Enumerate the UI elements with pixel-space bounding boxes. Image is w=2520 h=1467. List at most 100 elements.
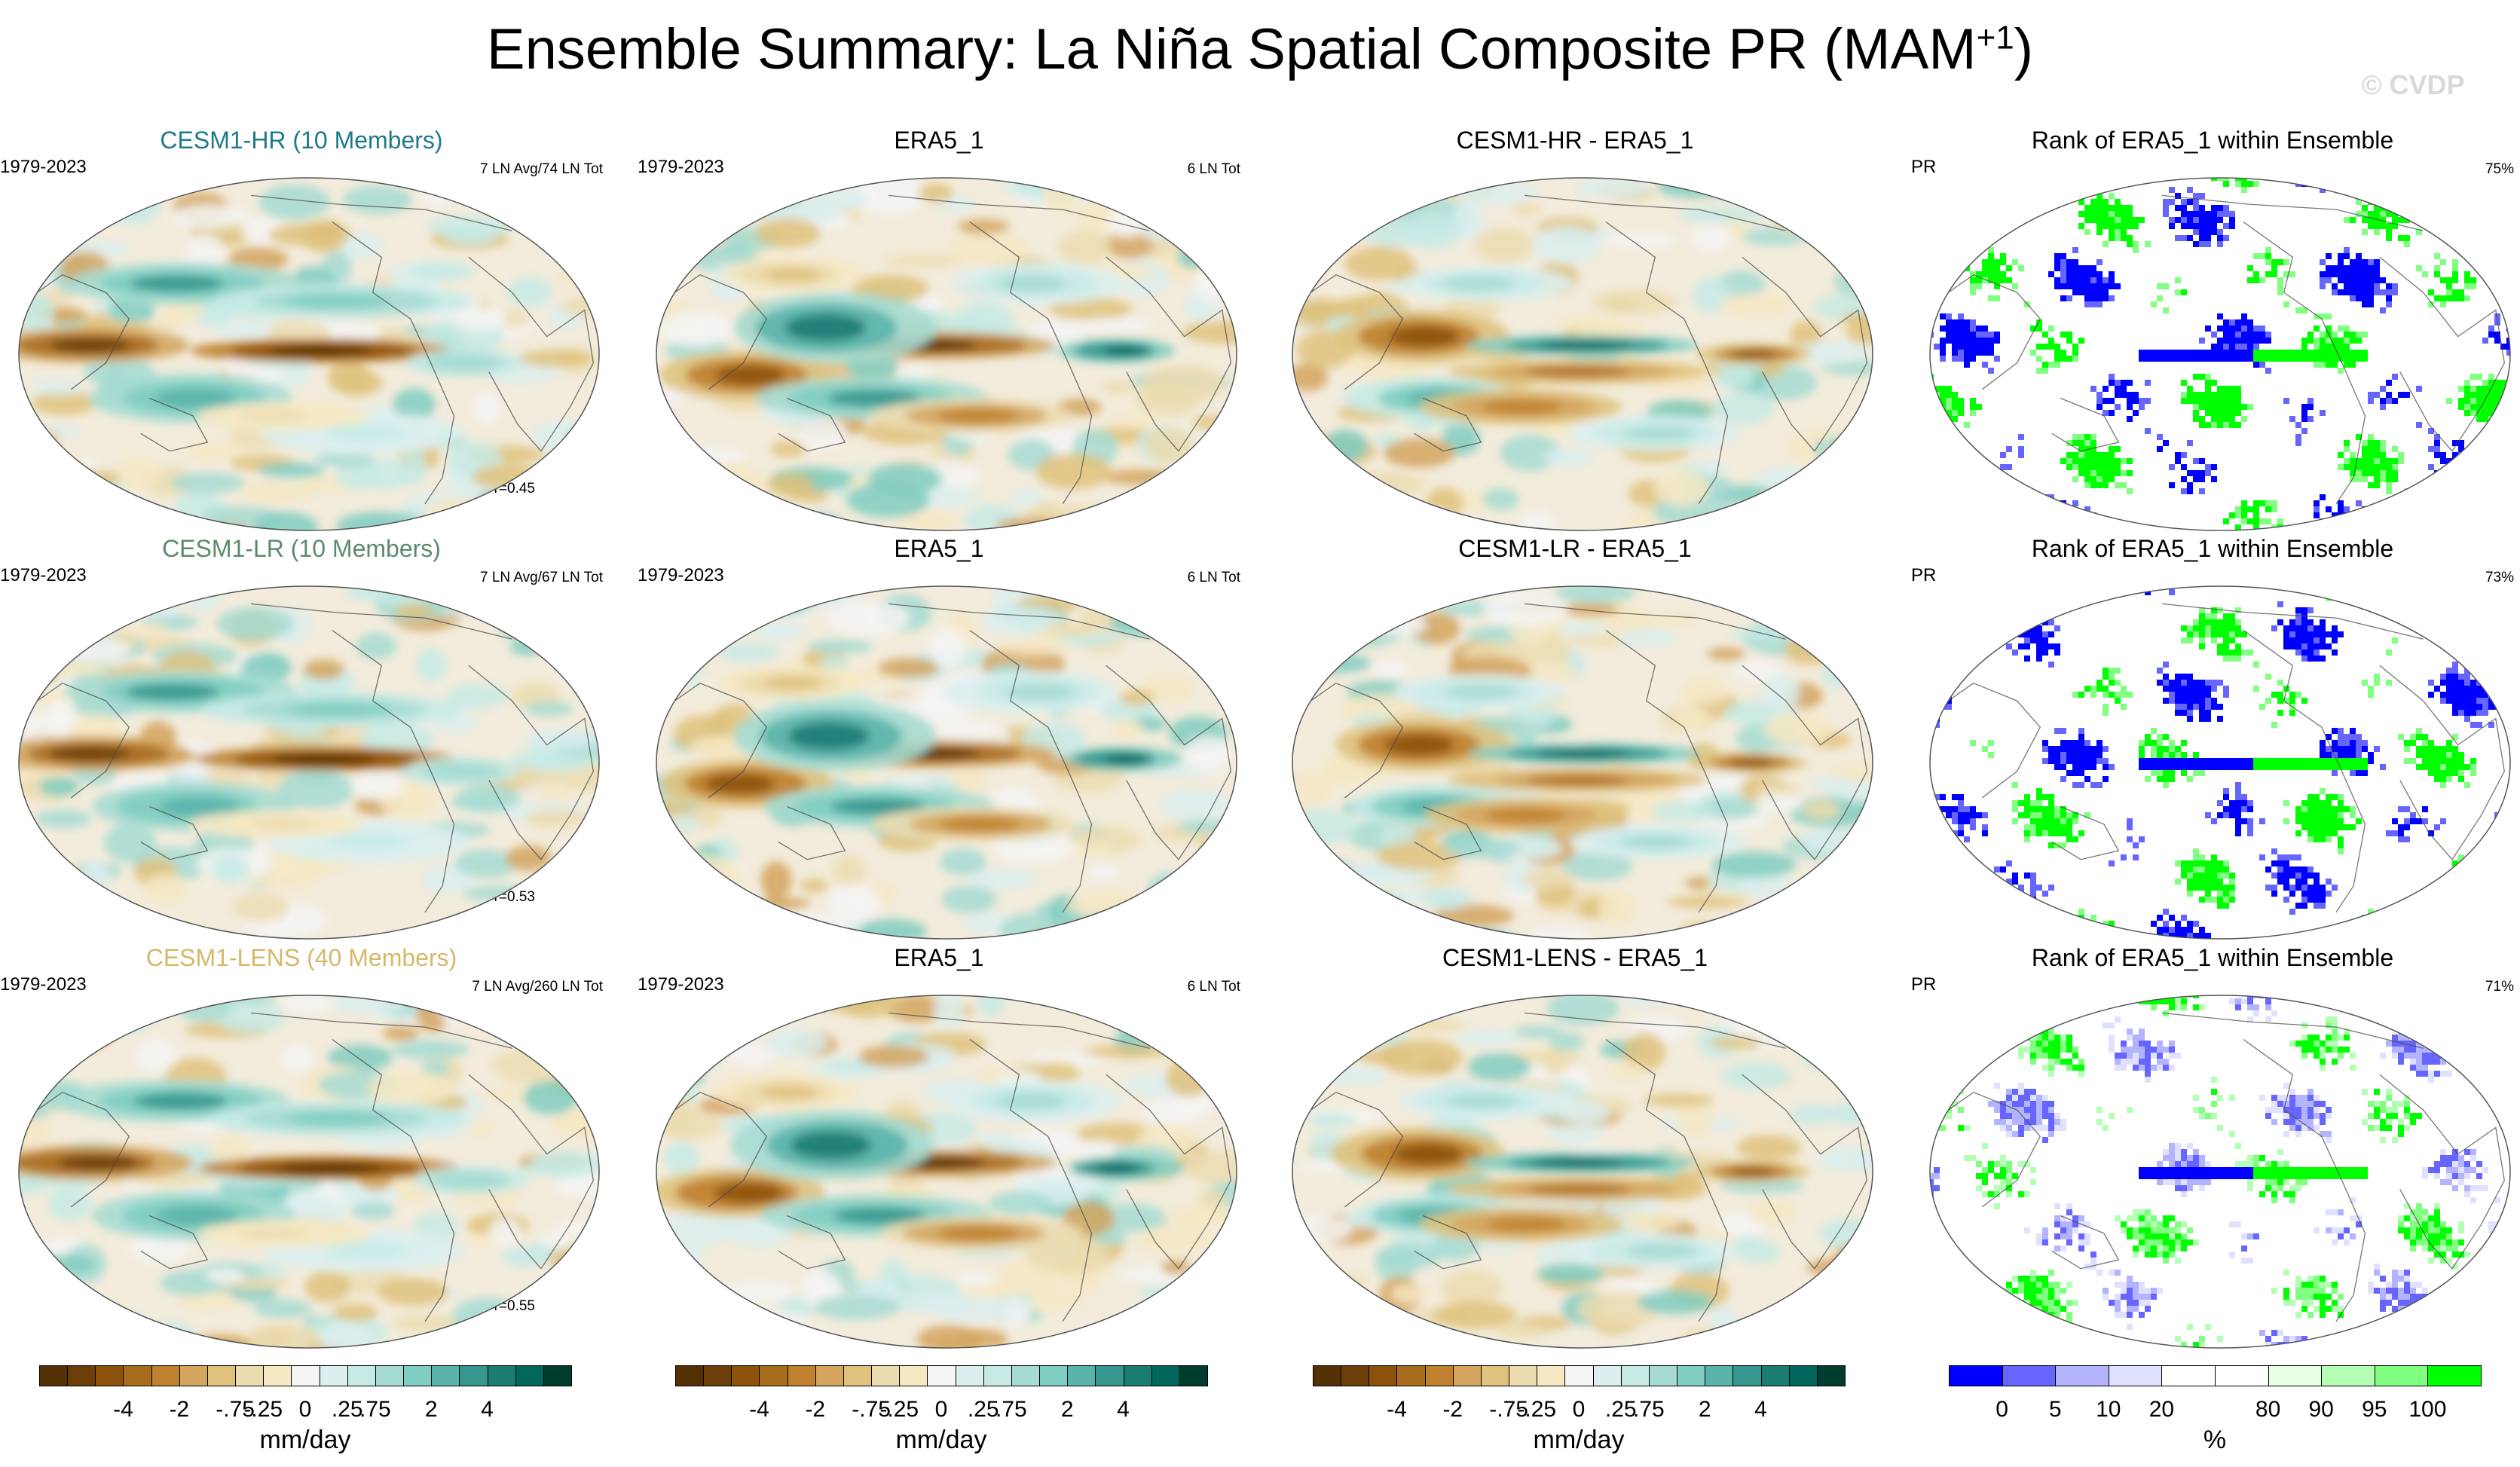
diff-panel-row-3: CESM1-LENS - ERA5_1: [1274, 944, 1876, 1351]
precip-anomaly-map: [18, 177, 600, 531]
precip-anomaly-map: [656, 177, 1237, 531]
colorbar-tick-label: 0: [934, 1397, 948, 1422]
colorbar-swatch: [347, 1365, 376, 1386]
colorbar-swatch: [123, 1365, 152, 1386]
colorbar-tick-label: -4: [749, 1397, 769, 1422]
anomaly-colorbar: -4 -2 -.75 -.25 0 .25.75 2 4 mm/day: [1313, 1365, 1846, 1463]
period-label: 1979-2023: [638, 974, 724, 995]
colorbar-swatch: [1648, 1365, 1678, 1386]
colorbar-swatch: [263, 1365, 292, 1386]
colorbar-swatch: [955, 1365, 984, 1386]
colorbar-tick-label: 5: [2048, 1397, 2062, 1422]
colorbar-swatch: [2427, 1365, 2482, 1386]
colorbar-swatch: [843, 1365, 873, 1386]
model-panel-row-1: CESM1-HR (10 Members) 1979-2023 7 LN Avg/7…: [0, 127, 603, 533]
colorbar-tick-label: 2: [1060, 1397, 1074, 1422]
colorbar-tick-label: .25: [967, 1397, 999, 1422]
model-panel-row-3: CESM1-LENS (40 Members) 1979-2023 7 LN Avg…: [0, 944, 603, 1351]
colorbar-swatch: [543, 1365, 572, 1386]
colorbar-swatch: [2055, 1365, 2109, 1386]
event-count-label: 7 LN Avg/260 LN Tot: [472, 979, 603, 995]
colorbar-swatch: [703, 1365, 732, 1386]
colorbar-swatch: [1564, 1365, 1594, 1386]
diff-panel-title: CESM1-LR - ERA5_1: [1458, 535, 1692, 562]
colorbar-swatch: [1705, 1365, 1734, 1386]
colorbar-swatch: [2002, 1365, 2057, 1386]
colorbar-swatch: [983, 1365, 1012, 1386]
colorbar-unit-label: mm/day: [895, 1426, 987, 1454]
figure-title: Ensemble Summary: La Niña Spatial Compos…: [486, 17, 2034, 81]
colorbar-swatch: [1592, 1365, 1622, 1386]
colorbar-tick-label: 0: [1572, 1397, 1586, 1422]
rank-map: [1929, 177, 2511, 531]
precip-anomaly-map: [18, 995, 600, 1349]
colorbar-tick-label: -4: [113, 1397, 133, 1422]
colorbar-swatch: [1424, 1365, 1454, 1386]
colorbar-swatch: [815, 1365, 844, 1386]
colorbar-unit-label: %: [2203, 1426, 2227, 1454]
colorbar-swatch: [899, 1365, 928, 1386]
variable-label: PR: [1911, 565, 1937, 585]
precip-anomaly-map: [1292, 177, 1873, 531]
colorbar-tick-label: 4: [1754, 1397, 1767, 1422]
rank-map: [1929, 995, 2511, 1349]
colorbar-swatch: [515, 1365, 544, 1386]
model-panel-title: CESM1-LR (10 Members): [162, 535, 441, 562]
colorbar-swatch: [459, 1365, 488, 1386]
colorbar-tick-label: -2: [1442, 1397, 1463, 1422]
colorbar-swatch: [1677, 1365, 1706, 1386]
colorbar-tick-label: -.75: [1489, 1397, 1528, 1422]
colorbar-tick-label: .75: [1633, 1397, 1665, 1422]
colorbar-swatch: [1067, 1365, 1096, 1386]
diff-panel-row-1: CESM1-HR - ERA5_1: [1274, 127, 1876, 533]
colorbar-tick-label: 2: [1698, 1397, 1711, 1422]
obs-panel-title: ERA5_1: [894, 535, 984, 562]
colorbar-swatch: [1537, 1365, 1566, 1386]
colorbar-swatch: [1123, 1365, 1152, 1386]
precip-anomaly-map: [1292, 995, 1873, 1349]
event-count-label: 7 LN Avg/67 LN Tot: [479, 570, 603, 585]
model-panel-title: CESM1-LENS (40 Members): [145, 944, 457, 971]
colorbar-tick-label: -2: [805, 1397, 826, 1422]
colorbar-swatch: [1396, 1365, 1426, 1386]
colorbar-tick-label: 2: [424, 1397, 438, 1422]
colorbar-unit-label: mm/day: [259, 1426, 351, 1454]
colorbar-swatch: [67, 1365, 96, 1386]
event-count-label: 6 LN Tot: [1187, 570, 1240, 585]
colorbar-swatch: [151, 1365, 180, 1386]
precip-anomaly-map: [656, 995, 1237, 1349]
colorbar-swatch: [431, 1365, 460, 1386]
colorbar-swatch: [2215, 1365, 2269, 1386]
diff-panel-title: CESM1-HR - ERA5_1: [1456, 127, 1694, 154]
colorbar-swatch: [1151, 1365, 1180, 1386]
colorbar-swatch: [319, 1365, 348, 1386]
rank-panel-row-1: Rank of ERA5_1 within Ensemble PR 75%: [1911, 127, 2514, 533]
colorbar-swatch: [179, 1365, 208, 1386]
event-count-label: 6 LN Tot: [1187, 161, 1240, 177]
colorbar-tick-label: -.25: [1517, 1397, 1557, 1422]
colorbar-swatch: [675, 1365, 705, 1386]
rank-map: [1929, 585, 2511, 940]
colorbar-swatch: [1788, 1365, 1818, 1386]
precip-anomaly-map: [656, 585, 1237, 940]
event-count-label: 6 LN Tot: [1187, 979, 1240, 995]
rank-percent-label: 75%: [2485, 161, 2514, 177]
colorbar-swatch: [759, 1365, 788, 1386]
colorbar-swatch: [1313, 1365, 1342, 1386]
colorbar-tick-label: 80: [2255, 1397, 2281, 1422]
rank-colorbar: 0 5 10 20 80 90 95 100%: [1949, 1365, 2482, 1463]
precip-anomaly-map: [1292, 585, 1873, 940]
rank-percent-label: 73%: [2485, 570, 2514, 585]
colorbar-swatch: [291, 1365, 320, 1386]
colorbar-swatch: [1011, 1365, 1041, 1386]
colorbar-tick-label: 0: [1996, 1397, 2008, 1422]
precip-anomaly-map: [18, 585, 600, 940]
variable-label: PR: [1911, 157, 1937, 177]
colorbar-swatch: [1095, 1365, 1124, 1386]
colorbar-swatch: [1341, 1365, 1370, 1386]
colorbar-swatch: [1039, 1365, 1069, 1386]
colorbar-swatch: [375, 1365, 405, 1386]
model-panel-row-2: CESM1-LR (10 Members) 1979-2023 7 LN Avg/6…: [0, 535, 603, 942]
period-label: 1979-2023: [638, 565, 724, 585]
colorbar-tick-label: -.75: [852, 1397, 891, 1422]
